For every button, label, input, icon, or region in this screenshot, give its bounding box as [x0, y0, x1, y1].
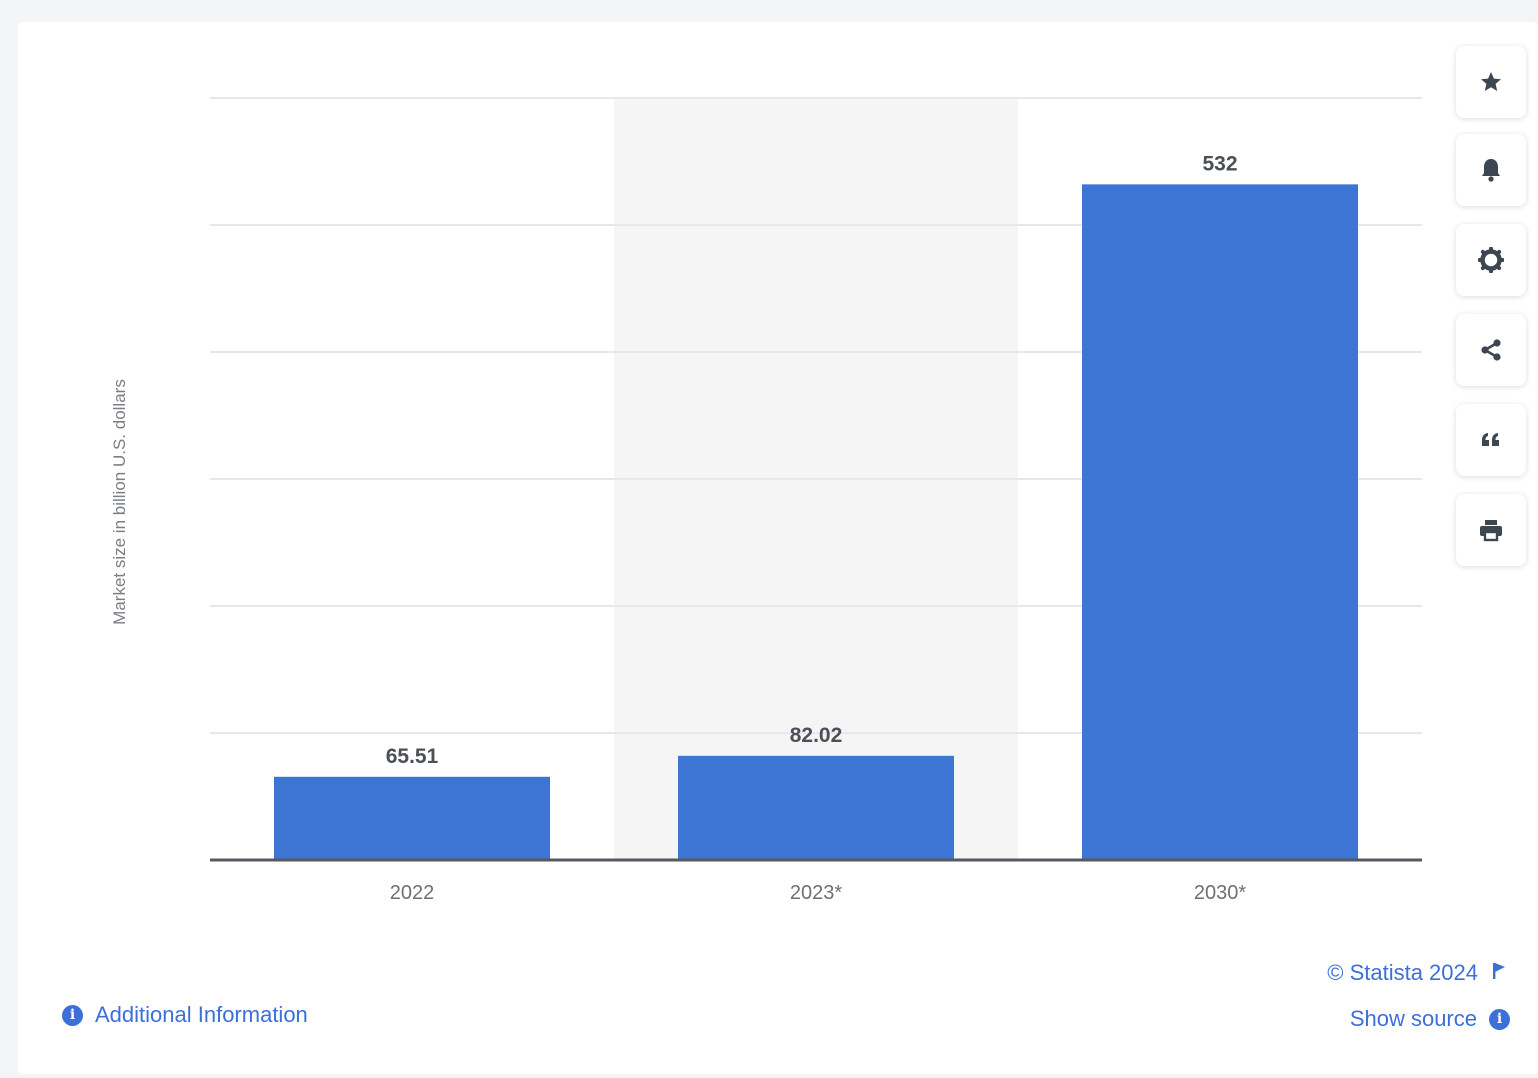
bar-value-label: 82.02 — [790, 724, 843, 747]
bar[interactable] — [274, 776, 550, 860]
value-labels: 65.51 82.02 532 — [386, 152, 1238, 767]
additional-information-link[interactable]: i Additional Information — [62, 1002, 308, 1028]
x-tick-label: 2030* — [1194, 882, 1246, 904]
x-tick-label: 2022 — [390, 882, 435, 904]
y-axis-label: Market size in billion U.S. dollars — [110, 379, 129, 625]
bar-chart: 65.51 82.02 532 2022 2023* 2030* — [210, 97, 1422, 904]
share-icon — [1481, 339, 1501, 361]
cite-button[interactable] — [1456, 404, 1526, 476]
bar[interactable] — [1082, 184, 1358, 861]
x-tick-labels: 2022 2023* 2030* — [390, 882, 1247, 904]
bell-icon — [1482, 159, 1500, 182]
x-tick-label: 2023* — [790, 882, 842, 904]
gear-icon — [1478, 247, 1504, 273]
star-icon — [1481, 72, 1501, 91]
bars — [274, 184, 1358, 861]
statista-copyright-link[interactable]: © Statista 2024 — [1327, 960, 1506, 986]
info-icon: i — [1489, 1008, 1510, 1030]
show-source-label: Show source — [1349, 1006, 1477, 1031]
notification-button[interactable] — [1456, 134, 1526, 206]
info-icon: i — [62, 1004, 83, 1026]
additional-information-label: Additional Information — [95, 1002, 308, 1027]
copyright-label: © Statista 2024 — [1327, 960, 1478, 985]
share-button[interactable] — [1456, 314, 1526, 386]
chart-card: 65.51 82.02 532 2022 2023* 2030* Market size… — [18, 22, 1538, 1074]
settings-button[interactable] — [1456, 224, 1526, 296]
show-source-link[interactable]: Show source i — [1350, 1006, 1510, 1032]
bar-value-label: 532 — [1202, 152, 1237, 175]
print-button[interactable] — [1456, 494, 1526, 566]
bar-value-label: 65.51 — [386, 745, 439, 768]
favorite-button[interactable] — [1456, 46, 1526, 118]
bar[interactable] — [678, 755, 954, 860]
print-icon — [1480, 520, 1502, 542]
quote-icon — [1482, 433, 1499, 446]
grid-lines — [210, 97, 1422, 734]
flag-icon — [1492, 960, 1506, 986]
